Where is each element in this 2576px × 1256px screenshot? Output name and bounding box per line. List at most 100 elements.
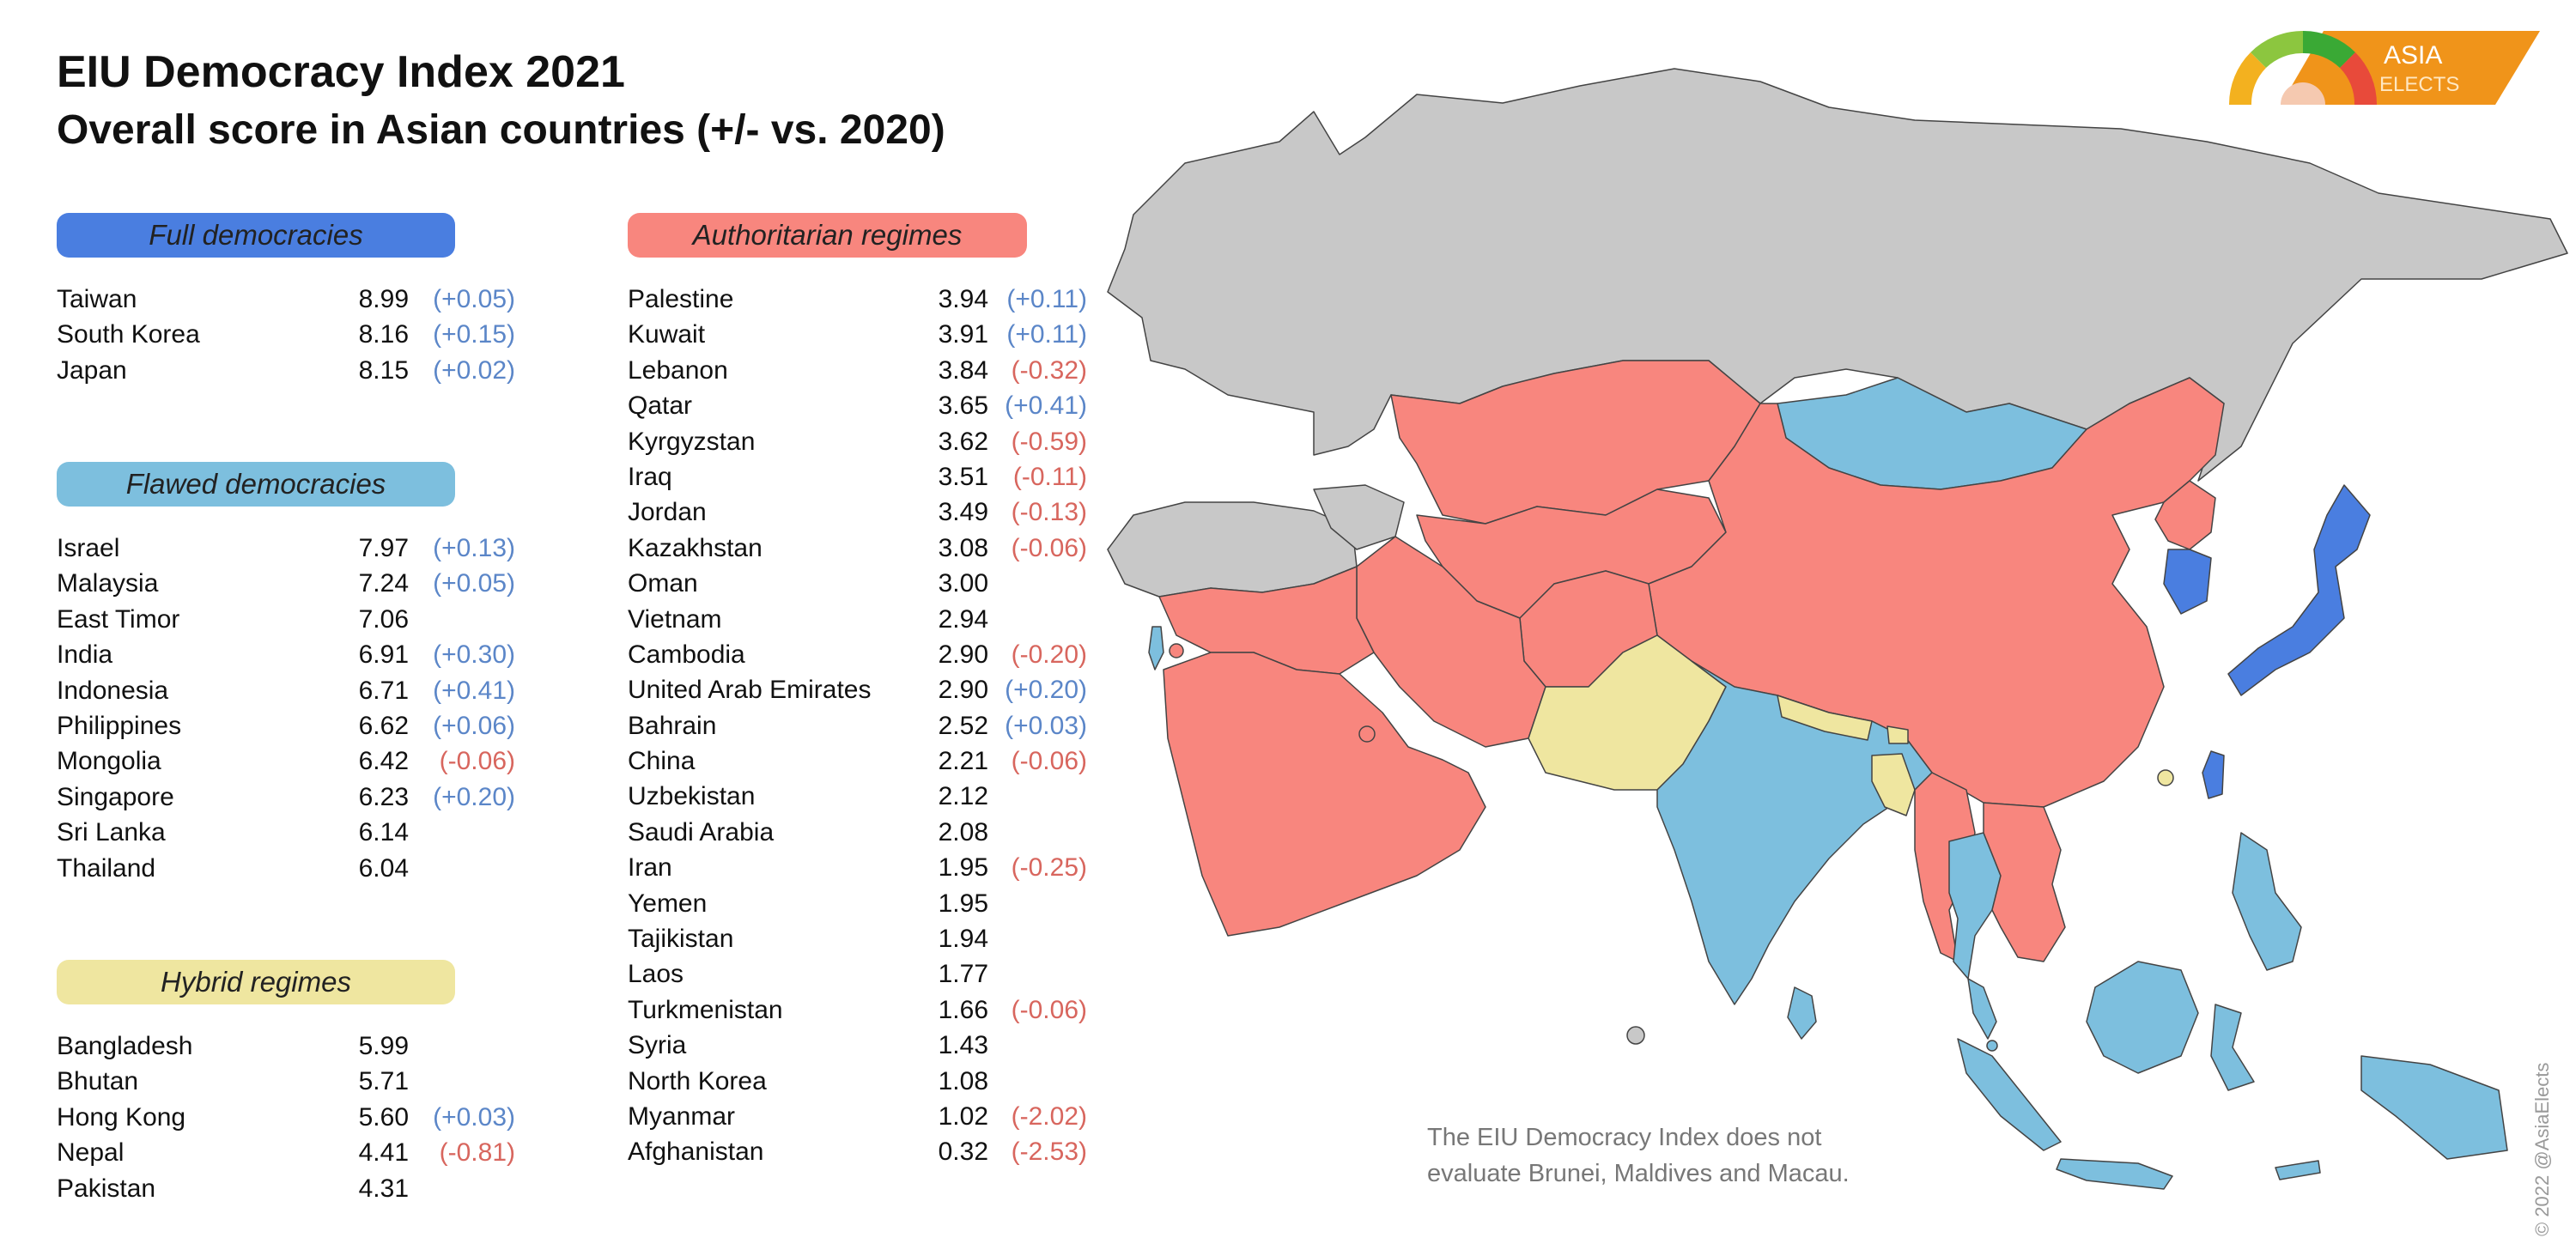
country-score: 3.08 (938, 533, 988, 562)
country-name: Taiwan (57, 285, 137, 313)
country-name: India (57, 640, 113, 670)
country-score: 7.06 (358, 604, 409, 634)
country-row: China 2.21 (-0.06) (628, 743, 1087, 779)
country-score: 6.23 (358, 782, 409, 811)
country-name: Oman (628, 569, 698, 598)
country-name: Yemen (628, 889, 708, 918)
country-name: Tajikistan (628, 925, 734, 954)
country-row: Kazakhstan 3.08 (-0.06) (628, 531, 1087, 566)
region-myanmar (1914, 772, 1976, 962)
country-name: Singapore (57, 782, 174, 811)
score-change: (+0.03) (433, 1102, 515, 1132)
country-score: 1.08 (938, 1066, 988, 1095)
country-row: Myanmar 1.02 (-2.02) (628, 1099, 1087, 1134)
country-name: Malaysia (57, 569, 159, 598)
country-score: 6.04 (358, 853, 409, 883)
gauge-logo-icon (2229, 31, 2378, 105)
country-score: 6.71 (358, 676, 409, 705)
country-score: 3.65 (938, 391, 988, 421)
country-name: Qatar (628, 391, 693, 421)
country-name: Laos (628, 960, 684, 989)
region-borneo (2086, 961, 2199, 1074)
authoritarian-regimes-list: Authoritarian regimes Palestine 3.94 (+0.1… (628, 213, 1087, 1170)
country-name: Iraq (628, 462, 672, 491)
country-score: 3.91 (938, 320, 988, 349)
page-title: EIU Democracy Index 2021 (57, 47, 625, 97)
country-row: Kyrgyzstan 3.62 (-0.59) (628, 424, 1087, 459)
region-nepal (1777, 695, 1873, 741)
country-score: 3.00 (938, 569, 988, 598)
score-change: (-0.81) (439, 1138, 515, 1168)
country-score: 4.31 (358, 1174, 409, 1203)
country-name: Japan (57, 355, 127, 385)
country-score: 6.91 (358, 640, 409, 670)
country-score: 5.71 (358, 1067, 409, 1096)
region-malaysia-peninsula (1967, 978, 1997, 1040)
country-name: Thailand (57, 853, 156, 883)
country-name: Pakistan (57, 1174, 156, 1203)
country-row: Vietnam 2.94 (628, 602, 1027, 637)
country-name: Saudi Arabia (628, 817, 775, 846)
country-row: Pakistan 4.31 (57, 1171, 455, 1206)
country-row: Hong Kong 5.60 (+0.03) (57, 1100, 515, 1135)
country-score: 1.95 (938, 889, 988, 918)
country-score: 1.43 (938, 1031, 988, 1060)
country-row: Yemen 1.95 (628, 886, 1027, 921)
score-change: (+0.20) (433, 782, 515, 811)
country-score: 3.49 (938, 498, 988, 527)
country-score: 1.02 (938, 1101, 988, 1131)
country-score: 1.77 (938, 960, 988, 989)
region-philippines (2232, 832, 2302, 971)
country-name: Palestine (628, 285, 734, 313)
country-score: 1.66 (938, 995, 988, 1024)
country-row: Laos 1.77 (628, 956, 1027, 992)
hybrid-regimes-list: Hybrid regimes Bangladesh 5.99 Bhutan 5.71 H… (57, 960, 515, 1206)
score-change: (+0.15) (433, 320, 515, 349)
full-democracies-list: Full democracies Taiwan 8.99 (+0.05) South … (57, 213, 515, 388)
region-sumatra (1957, 1038, 2062, 1151)
score-change: (+0.13) (433, 534, 515, 562)
country-name: Cambodia (628, 640, 745, 669)
country-name: Uzbekistan (628, 782, 756, 811)
marker-singapore (1986, 1040, 1998, 1052)
country-name: Indonesia (57, 676, 169, 705)
score-change: (-0.32) (1011, 355, 1087, 385)
country-row: Turkmenistan 1.66 (-0.06) (628, 992, 1087, 1028)
region-south-korea (2163, 549, 2212, 615)
map-note: The EIU Democracy Index does not evaluat… (1427, 1124, 1850, 1187)
country-row: Thailand 6.04 (57, 851, 455, 886)
score-change: (+0.41) (433, 676, 515, 705)
country-row: North Korea 1.08 (628, 1064, 1027, 1099)
score-change: (+0.11) (1006, 320, 1087, 349)
country-name: Jordan (628, 498, 707, 527)
country-score: 6.14 (358, 818, 409, 847)
country-row: Mongolia 6.42 (-0.06) (57, 743, 515, 779)
country-row: Iran 1.95 (-0.25) (628, 850, 1087, 885)
country-name: Turkmenistan (628, 995, 783, 1024)
country-score: 0.32 (938, 1138, 988, 1167)
country-row: Indonesia 6.71 (+0.41) (57, 673, 515, 708)
marker-hong-kong (2157, 769, 2174, 786)
region-bangladesh (1871, 753, 1916, 816)
marker-bahrain-area (1358, 725, 1376, 743)
country-score: 2.90 (938, 640, 988, 669)
region-java (2056, 1158, 2173, 1190)
country-score: 2.08 (938, 817, 988, 846)
score-change: (-0.20) (1011, 640, 1087, 669)
country-score: 6.62 (358, 711, 409, 740)
country-name: Israel (57, 534, 120, 562)
country-row: Cambodia 2.90 (-0.20) (628, 637, 1087, 672)
country-row: Bhutan 5.71 (57, 1064, 455, 1099)
country-row: Kuwait 3.91 (+0.11) (628, 317, 1087, 352)
country-score: 8.16 (358, 320, 409, 349)
flawed-democracies-header: Flawed democracies (57, 462, 455, 507)
score-change: (-0.06) (1011, 747, 1087, 776)
country-name: Mongolia (57, 747, 161, 776)
country-name: Syria (628, 1031, 687, 1060)
score-change: (+0.41) (1005, 391, 1087, 421)
country-row: Israel 7.97 (+0.13) (57, 531, 515, 566)
country-score: 2.12 (938, 782, 988, 811)
country-row: Philippines 6.62 (+0.06) (57, 708, 515, 743)
score-change: (+0.03) (1005, 711, 1087, 740)
score-change: (-0.13) (1011, 498, 1087, 527)
